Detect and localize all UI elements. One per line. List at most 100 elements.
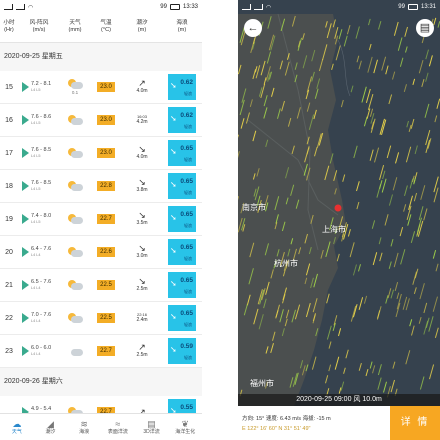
- tab-3[interactable]: ≈ 表面洋流: [101, 414, 135, 440]
- wind-streak: [412, 78, 416, 86]
- wind-map[interactable]: 南京市 上海市 杭州市 福州市: [238, 0, 440, 440]
- wind-streak: [275, 214, 279, 224]
- wind-streak: [272, 331, 276, 341]
- wind-streak: [268, 34, 275, 51]
- date-header: 2020-09-25 星期五: [4, 53, 63, 60]
- tide-cell: 22:16 2.4m: [136, 312, 148, 323]
- location-marker[interactable]: [334, 204, 342, 212]
- wind-streak: [342, 174, 346, 182]
- wind-arrow-icon: [22, 115, 29, 125]
- wind-streak: [287, 53, 290, 60]
- tab-icon: ◢: [47, 418, 54, 429]
- back-button[interactable]: ←: [244, 19, 262, 37]
- partly-cloudy-icon: [67, 312, 83, 324]
- wind-streak: [353, 145, 358, 159]
- tab-label: 潮汐: [45, 428, 56, 435]
- wave-arrow-icon: ➘: [170, 213, 177, 222]
- wind-streak: [281, 221, 286, 232]
- wind-streak: [368, 18, 371, 26]
- wind-streak: [410, 231, 416, 244]
- header-sea: 海浪 (m): [176, 20, 188, 33]
- table-row[interactable]: 18 7.6 - 8.5 L4 L5 22.8 ↘ 3.8m ➘ 0.65 轻浪: [0, 170, 202, 203]
- tide-cell: 16:03 4.2m: [136, 114, 148, 125]
- table-row[interactable]: 23 6.0 - 6.0 L4 L4 22.7 ↗ 2.5m ➘ 0.59 轻浪: [0, 335, 202, 368]
- wind-streak: [418, 316, 422, 324]
- wind-streak: [270, 35, 276, 51]
- wind-streak: [315, 328, 319, 337]
- wind-streak: [245, 112, 250, 124]
- partly-cloudy-icon: [67, 279, 83, 291]
- table-row[interactable]: 16 7.6 - 8.6 L4 L5 23.0 16:03 4.2m ➘ 0.62 轻…: [0, 104, 202, 137]
- table-row[interactable]: 15 7.2 - 8.1 L4 L5 0.1 23.0 ↗ 4.0m ➘ 0.62 轻…: [0, 71, 202, 104]
- wind-streak: [370, 112, 375, 124]
- hour-cell: 18: [5, 182, 13, 190]
- table-row[interactable]: 21 6.5 - 7.6 L4 L4 22.5 ↘ 2.5m ➘ 0.65 轻浪: [0, 269, 202, 302]
- tab-label: 表面洋流: [107, 428, 128, 435]
- wind-streak: [294, 62, 298, 70]
- tab-5[interactable]: ❦ 海洋生化: [168, 414, 202, 440]
- table-row[interactable]: 22 7.0 - 7.6 L4 L4 22.5 22:16 2.4m ➘ 0.65 轻…: [0, 302, 202, 335]
- tab-1[interactable]: ◢ 潮汐: [34, 414, 68, 440]
- wind-streak: [279, 251, 285, 268]
- wind-streak: [273, 259, 277, 269]
- wind-cell: 6.4 - 7.6 L4 L4: [18, 246, 60, 258]
- wind-streak: [329, 153, 334, 164]
- wind-streak: [291, 309, 296, 323]
- wind-streak: [428, 316, 434, 332]
- wind-streak: [326, 325, 332, 340]
- wind-streak: [369, 108, 374, 117]
- tab-2[interactable]: ≋ 海浪: [67, 414, 101, 440]
- partly-cloudy-icon: [67, 114, 83, 126]
- wind-streak: [388, 194, 393, 206]
- table-row[interactable]: 17 7.6 - 8.5 L4 L5 23.0 ↘ 4.0m ➘ 0.65 轻浪: [0, 137, 202, 170]
- wind-streak: [279, 60, 283, 70]
- wind-streak: [326, 23, 332, 39]
- sea-cell: ➘ 0.65 轻浪: [162, 239, 202, 265]
- wind-streak: [252, 69, 257, 80]
- wind-streak: [325, 21, 328, 28]
- wave-arrow-icon: ➘: [170, 406, 177, 415]
- wind-streak: [238, 151, 240, 159]
- info-panel: 方向: 15° 速度: 6.43 m/s 海拔: -15 m E 122° 16…: [238, 406, 440, 440]
- wind-streak: [312, 298, 318, 313]
- wind-streak: [331, 63, 334, 71]
- tab-4[interactable]: ▤ 3D洋流: [135, 414, 169, 440]
- wind-streak: [316, 133, 322, 148]
- wind-streak: [365, 368, 369, 377]
- wind-streak: [356, 55, 360, 63]
- wind-streak: [382, 170, 386, 180]
- wind-arrow-icon: [22, 346, 29, 356]
- wind-streak: [368, 43, 372, 51]
- wind-streak: [396, 292, 400, 300]
- tab-0[interactable]: ☁ 天气: [0, 414, 34, 440]
- wind-streak: [265, 66, 271, 81]
- wind-streak: [263, 95, 268, 107]
- table-row[interactable]: 20 6.4 - 7.6 L4 L4 22.6 ↘ 3.0m ➘ 0.65 轻浪: [0, 236, 202, 269]
- wind-info: 方向: 15° 速度: 6.43 m/s 海拔: -15 m: [242, 416, 331, 422]
- partly-cloudy-icon: [67, 213, 83, 225]
- wind-streak: [332, 322, 336, 332]
- wind-arrow-icon: [22, 407, 29, 417]
- detail-button[interactable]: 详 情: [390, 406, 440, 440]
- wind-streak: [287, 117, 292, 127]
- wind-streak: [432, 249, 437, 259]
- wind-streak: [265, 346, 269, 354]
- table-row[interactable]: 19 7.4 - 8.0 L4 L5 22.7 ↘ 3.5m ➘ 0.65 轻浪: [0, 203, 202, 236]
- wind-streak: [371, 220, 376, 229]
- wind-streak: [418, 59, 424, 74]
- layers-button[interactable]: ▤: [416, 19, 434, 37]
- wind-streak: [435, 263, 439, 272]
- wind-streak: [241, 88, 247, 103]
- wind-streak: [436, 98, 440, 109]
- status-time: 13:31: [420, 4, 436, 10]
- sea-cell: ➘ 0.65 轻浪: [162, 140, 202, 166]
- wind-streak: [406, 205, 412, 221]
- wind-streak: [343, 367, 346, 374]
- weather-cell: [60, 180, 90, 192]
- wind-streak: [281, 328, 285, 337]
- wind-streak: [284, 61, 290, 76]
- wind-streak: [334, 188, 337, 195]
- wind-streak: [404, 185, 408, 197]
- wind-streak: [328, 341, 332, 349]
- wind-streak: [306, 76, 313, 93]
